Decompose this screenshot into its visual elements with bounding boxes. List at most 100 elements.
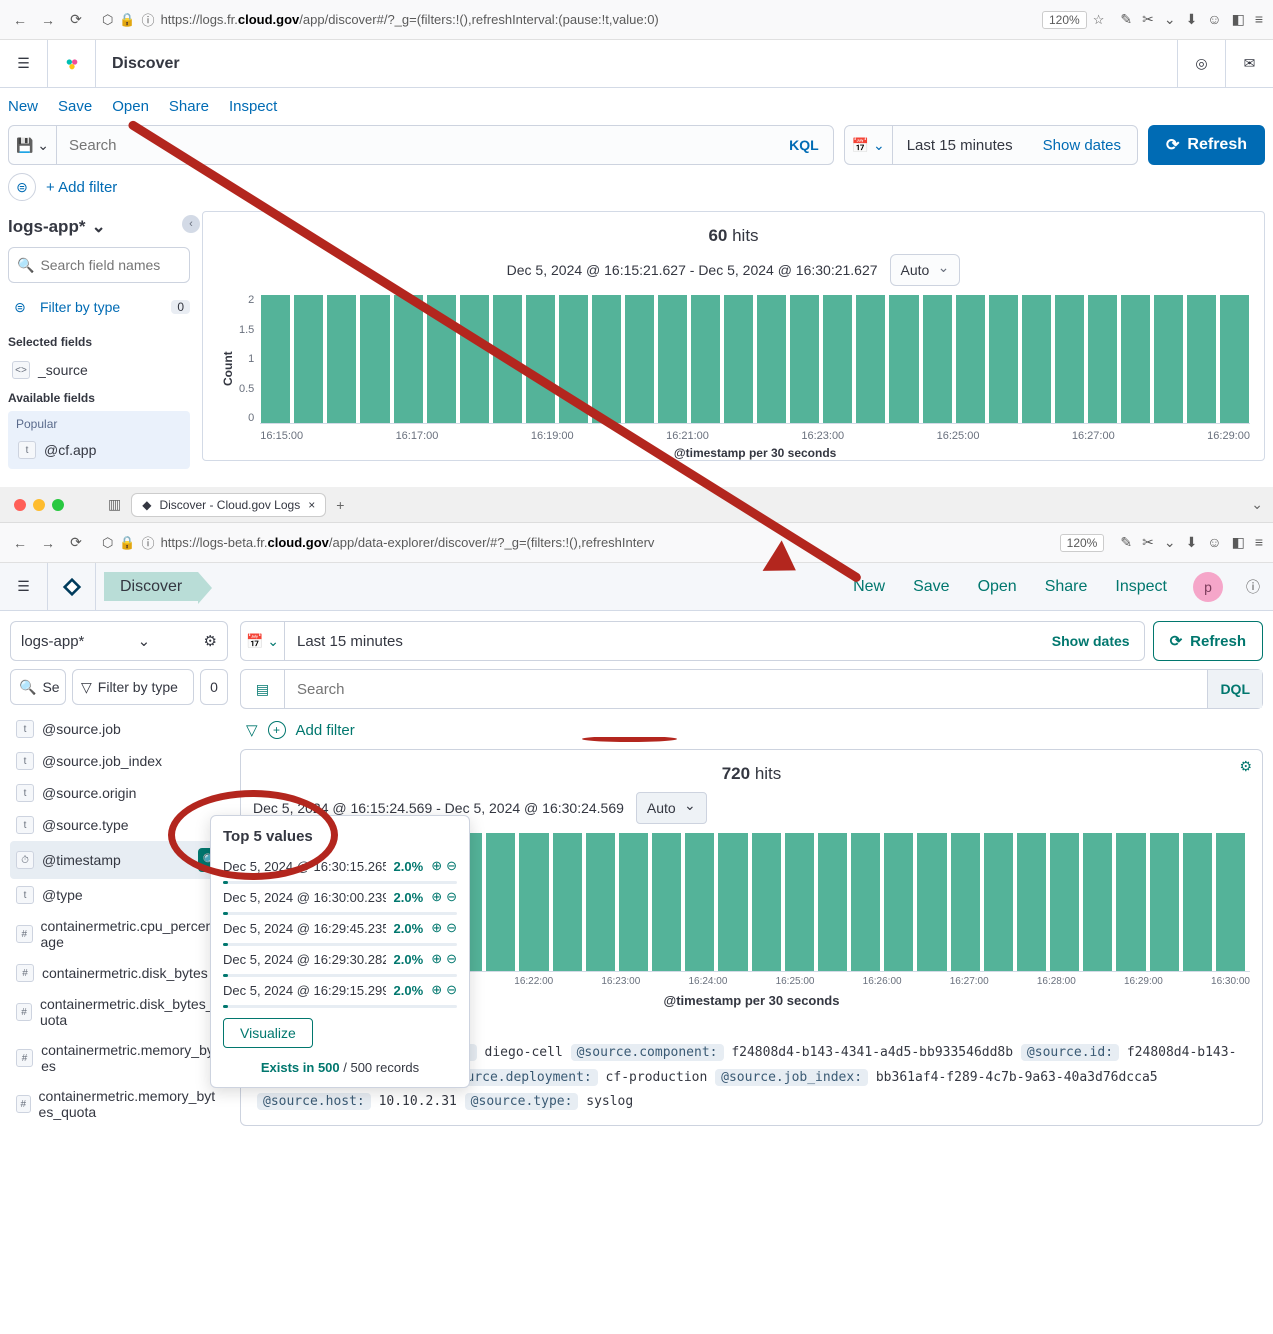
plus-icon[interactable]: ⊕ [431,889,442,905]
back-icon[interactable]: ← [10,10,30,30]
show-dates-link[interactable]: Show dates [1027,137,1137,154]
zoom-badge[interactable]: 120% [1060,534,1105,552]
plus-icon[interactable]: + [268,721,286,739]
account-icon[interactable]: ☺ [1207,534,1221,551]
min-dot-icon[interactable] [33,499,45,511]
reload-icon[interactable]: ⟳ [66,533,86,553]
hamburger-icon[interactable]: ☰ [0,40,48,87]
visualize-button[interactable]: Visualize [223,1018,313,1048]
ext-icon[interactable]: ◧ [1232,11,1245,28]
field-item[interactable]: #containermetric.memory_bytes [10,1035,228,1081]
calendar-icon[interactable]: 📅 ⌄ [241,622,285,660]
max-dot-icon[interactable] [52,499,64,511]
interval-select[interactable]: Auto [890,254,961,286]
minus-icon[interactable]: ⊖ [446,920,457,936]
save-query-icon[interactable]: ▤ [241,670,285,708]
field-item[interactable]: t@source.job_index [10,745,228,777]
forward-icon[interactable]: → [38,533,58,553]
calendar-icon[interactable]: 📅 ⌄ [845,126,893,164]
browser-tab[interactable]: ◆ Discover - Cloud.gov Logs × [131,493,326,517]
zoom-badge[interactable]: 120% [1042,11,1087,29]
ext-icon[interactable]: ◧ [1232,534,1245,551]
field-item[interactable]: #containermetric.disk_bytes [10,957,228,989]
pocket-icon[interactable]: ⌄ [1164,534,1176,551]
avatar[interactable]: p [1193,572,1223,602]
tool-icon[interactable]: ✎ [1120,534,1132,551]
tool-icon[interactable]: ✎ [1120,11,1132,28]
menu-icon[interactable]: ≡ [1255,534,1263,551]
share-link[interactable]: Share [169,98,209,115]
field-item[interactable]: t@source.job [10,713,228,745]
close-tab-icon[interactable]: × [308,498,315,512]
star-icon[interactable]: ☆ [1093,12,1105,28]
date-picker[interactable]: 📅 ⌄ Last 15 minutes Show dates [240,621,1145,661]
field-item[interactable]: t @cf.app [14,435,184,465]
show-dates-link[interactable]: Show dates [1038,633,1144,649]
download-icon[interactable]: ⬇ [1186,534,1198,551]
forward-icon[interactable]: → [38,10,58,30]
save-link[interactable]: Save [58,98,92,115]
opensearch-logo[interactable] [48,563,96,610]
dql-toggle[interactable]: DQL [1207,670,1262,708]
save-query-icon[interactable]: 💾 ⌄ [9,126,57,164]
gear-icon[interactable]: ⚙ [204,632,217,650]
filter-by-type-link[interactable]: Filter by type [40,299,120,315]
panel-gear-icon[interactable]: ⚙ [1239,758,1252,775]
url-bar[interactable]: ⬡ 🔒 ⓘ https://logs.fr.cloud.gov/app/disc… [94,10,1112,29]
funnel-icon[interactable]: ▽ [246,721,258,739]
minus-icon[interactable]: ⊖ [446,858,457,874]
save-link[interactable]: Save [913,578,949,596]
help-icon[interactable]: ◎ [1177,40,1225,88]
sidebar-toggle-icon[interactable]: ▥ [108,496,121,513]
back-icon[interactable]: ← [10,533,30,553]
kql-toggle[interactable]: KQL [775,137,833,153]
add-filter-link[interactable]: + Add filter [46,179,117,196]
field-item[interactable]: #containermetric.cpu_percentage [10,911,228,957]
chevron-down-icon[interactable]: ⌄ [1251,496,1263,513]
collapse-sidebar-icon[interactable]: ‹ [182,215,200,233]
mail-icon[interactable]: ✉ [1225,40,1273,88]
index-pattern-select[interactable]: logs-app* ⌄ [8,211,190,247]
field-item[interactable]: #containermetric.disk_bytes_quota [10,989,228,1035]
inspect-link[interactable]: Inspect [229,98,277,115]
plus-icon[interactable]: ⊕ [431,982,442,998]
field-item[interactable]: t@type [10,879,228,911]
field-search-mini[interactable]: 🔍 Se [10,669,66,705]
search-input[interactable] [285,681,1207,698]
plus-icon[interactable]: ⊕ [431,920,442,936]
hamburger-icon[interactable]: ☰ [0,563,48,610]
interval-select[interactable]: Auto [636,792,707,824]
open-link[interactable]: Open [112,98,149,115]
help-icon[interactable]: ⓘ [1233,577,1273,597]
refresh-button[interactable]: ⟳ Refresh [1148,125,1265,165]
close-dot-icon[interactable] [14,499,26,511]
scissors-icon[interactable]: ✂ [1142,534,1154,551]
kibana-logo[interactable] [48,40,96,87]
refresh-button[interactable]: ⟳ Refresh [1153,621,1263,661]
field-item[interactable]: #containermetric.memory_bytes_quota [10,1081,228,1127]
field-item[interactable]: <> _source [8,355,190,385]
window-controls[interactable] [10,499,68,511]
minus-icon[interactable]: ⊖ [446,982,457,998]
new-tab-icon[interactable]: + [336,497,344,513]
scissors-icon[interactable]: ✂ [1142,11,1154,28]
new-link[interactable]: New [8,98,38,115]
open-link[interactable]: Open [978,578,1017,596]
add-filter-link[interactable]: Add filter [296,722,355,739]
minus-icon[interactable]: ⊖ [446,889,457,905]
pocket-icon[interactable]: ⌄ [1164,11,1176,28]
share-link[interactable]: Share [1045,578,1088,596]
filter-by-type-btn[interactable]: ▽ Filter by type [72,669,194,705]
minus-icon[interactable]: ⊖ [446,951,457,967]
filter-type-icon[interactable]: ⊜ [8,295,32,319]
url-bar[interactable]: ⬡ 🔒 ⓘ https://logs-beta.fr.cloud.gov/app… [94,533,1112,552]
inspect-link[interactable]: Inspect [1115,578,1167,596]
download-icon[interactable]: ⬇ [1186,11,1198,28]
reload-icon[interactable]: ⟳ [66,10,86,30]
plus-icon[interactable]: ⊕ [431,858,442,874]
account-icon[interactable]: ☺ [1207,11,1221,28]
discover-breadcrumb[interactable]: Discover [104,572,198,601]
menu-icon[interactable]: ≡ [1255,11,1263,28]
filter-chip-icon[interactable]: ⊜ [8,173,36,201]
index-pattern-select[interactable]: logs-app* ⌄ ⚙ [10,621,228,661]
